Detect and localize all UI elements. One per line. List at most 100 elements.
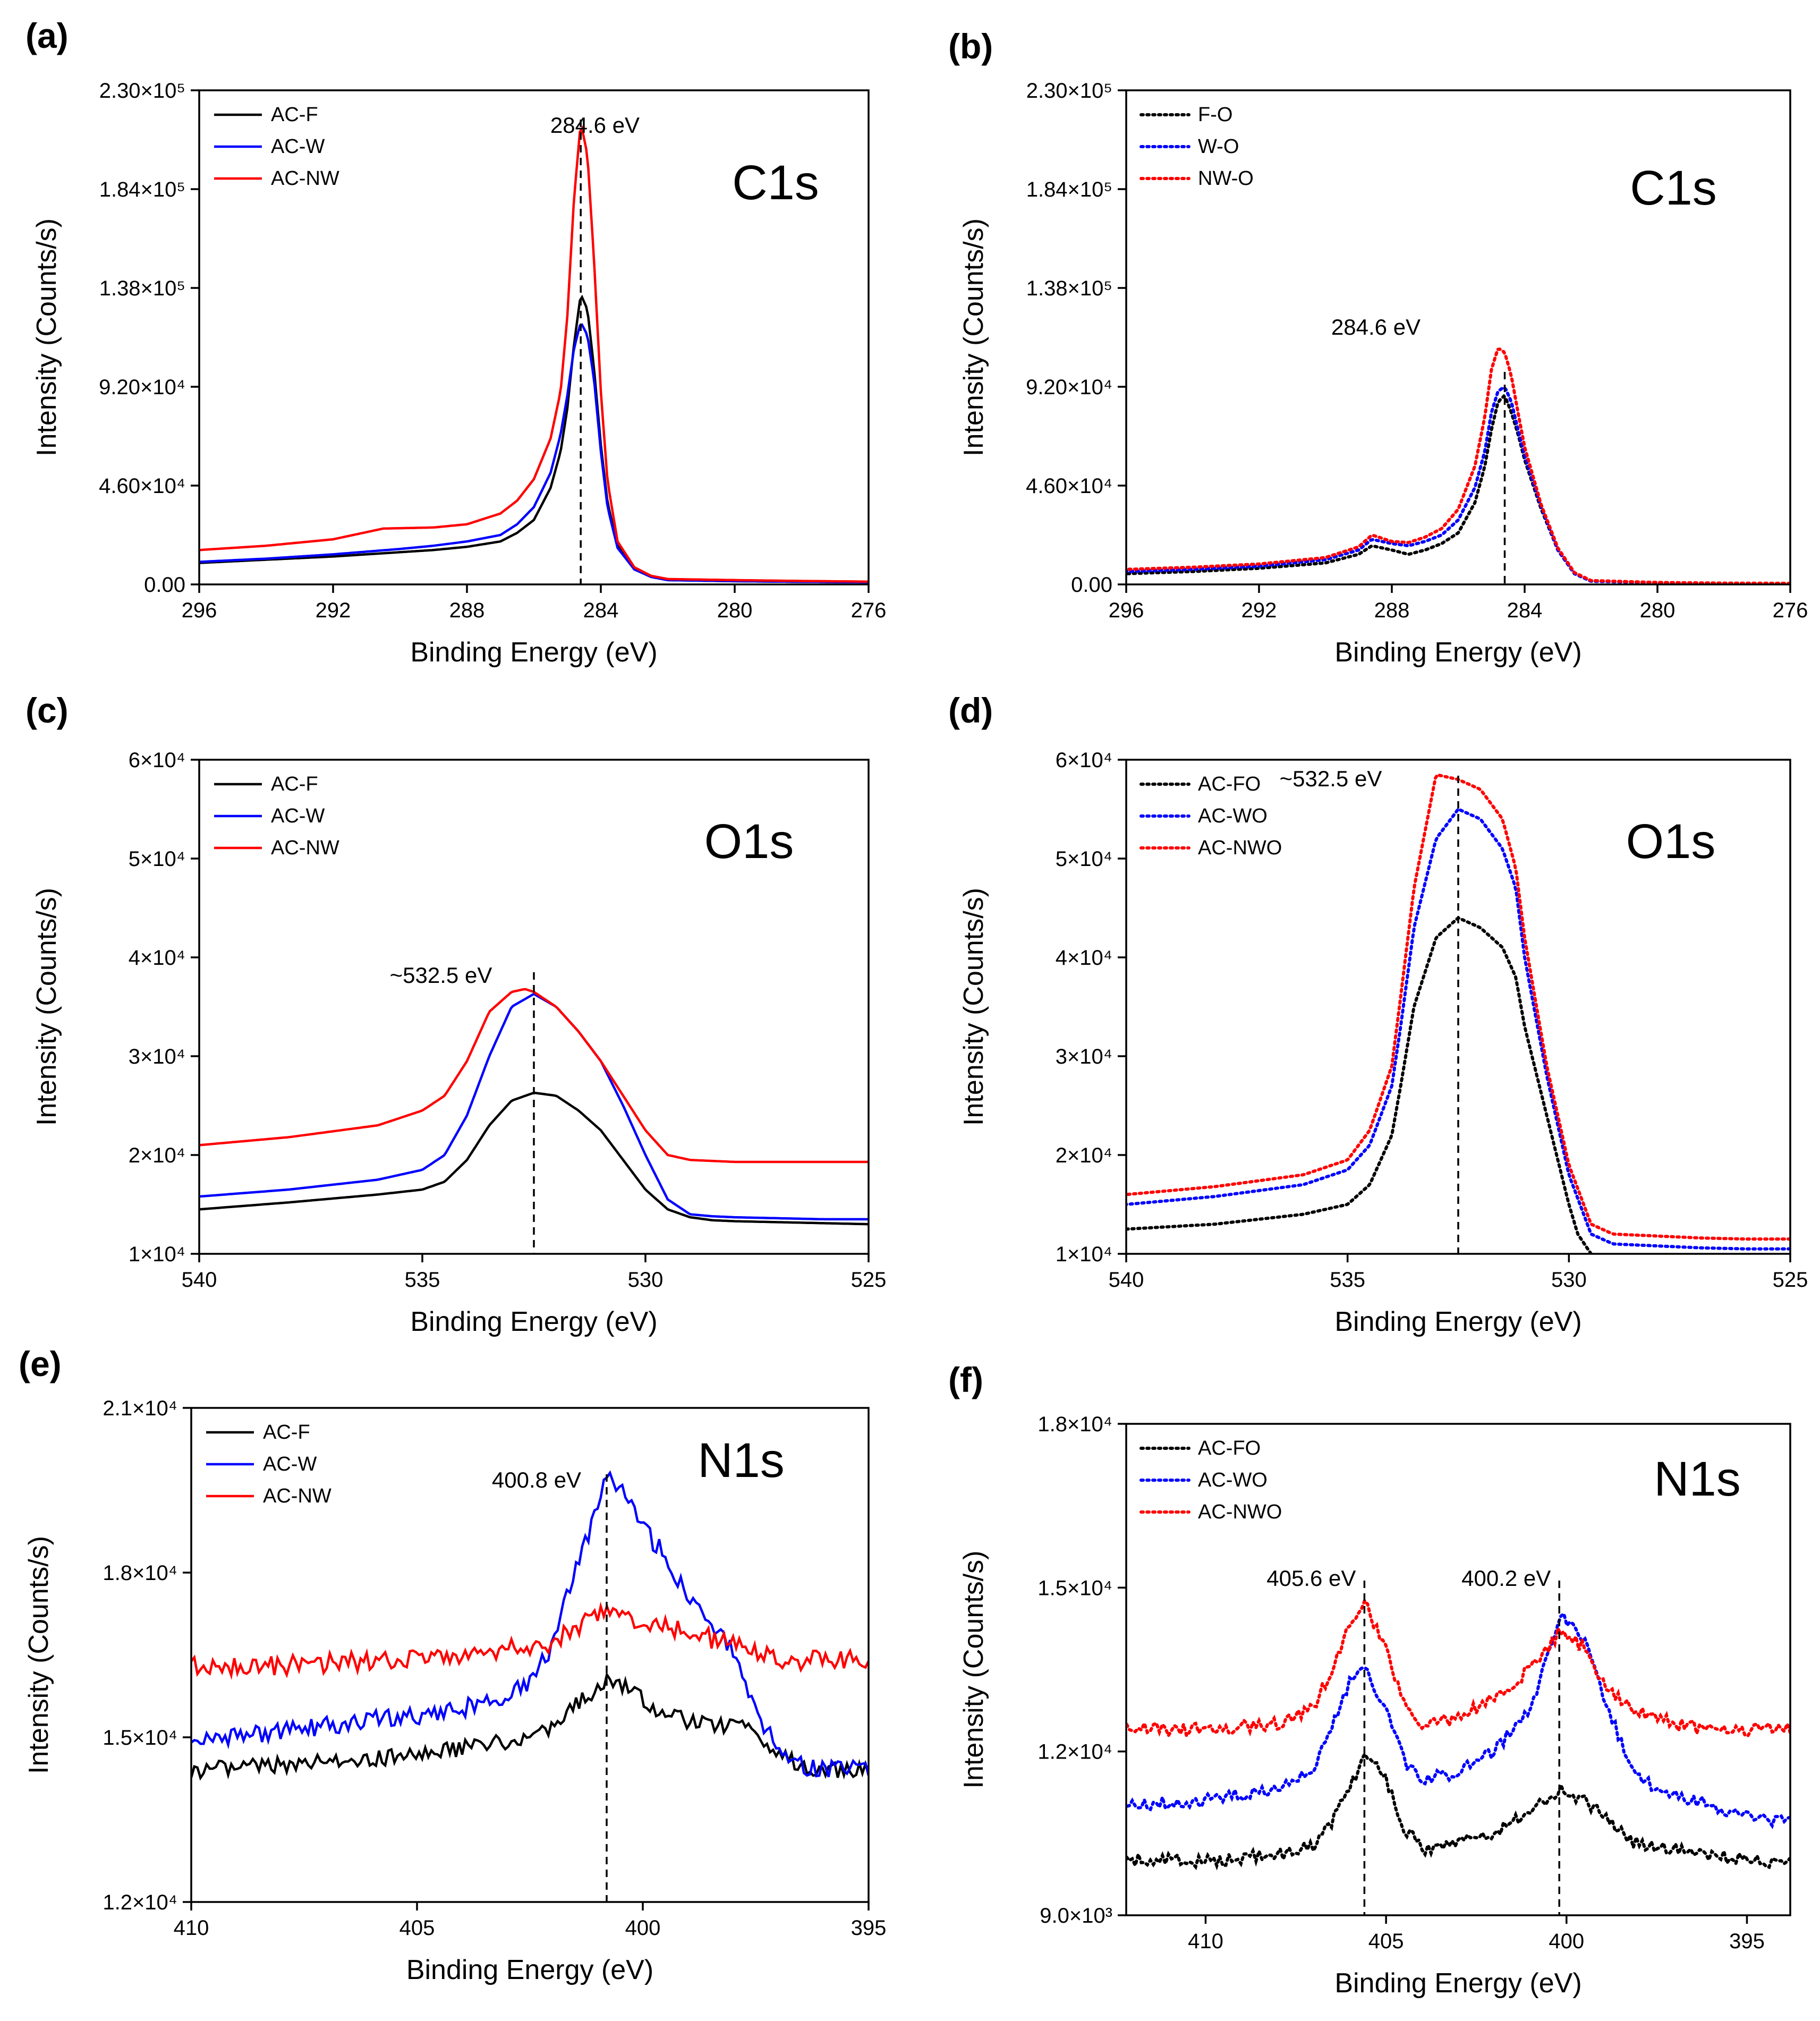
legend-label: AC-W: [271, 805, 325, 827]
panel-e: (e) 400.8 eV 410 405 400 395 1.2×10⁴ 1.5×10⁴ 1.8…: [19, 1344, 886, 1985]
y-tick-label: 1.8×10⁴: [103, 1561, 177, 1585]
y-tick-label: 4.60×10⁴: [99, 474, 185, 498]
x-tick-label: 296: [182, 599, 217, 622]
panel-c: (c) ~532.5 eV 540 535 530 525 1×10⁴ 2×10⁴ 3×10⁴ 4…: [25, 691, 886, 1337]
y-axis-label: Intensity (Counts/s): [958, 218, 989, 456]
legend-label: AC-F: [271, 773, 318, 795]
legend: F-O W-O NW-O: [1139, 104, 1254, 190]
x-axis-label: Binding Energy (eV): [406, 1955, 653, 1985]
peak-annotation: 400.2 eV: [1461, 1566, 1551, 1591]
y-tick-label: 1.84×10⁵: [99, 178, 185, 201]
y-tick-label: 9.20×10⁴: [1026, 376, 1112, 399]
plot-frame: [1125, 1423, 1791, 1916]
series-line-f-o: [1126, 394, 1790, 584]
peak-annotation: 405.6 eV: [1266, 1566, 1356, 1591]
x-tick-label: 525: [1773, 1268, 1808, 1292]
plot-frame: [1125, 89, 1791, 585]
legend-label: AC-WO: [1198, 1469, 1268, 1491]
x-tick-label: 276: [1773, 599, 1808, 622]
panel-label: (b): [948, 27, 993, 66]
y-tick-label: 1.38×10⁵: [99, 277, 185, 300]
core-level-title: C1s: [732, 156, 819, 210]
legend-label: AC-NW: [263, 1485, 331, 1507]
legend-label: AC-NWO: [1198, 1501, 1282, 1523]
y-tick-label: 1.84×10⁵: [1026, 178, 1112, 201]
x-tick-label: 288: [1374, 599, 1410, 622]
panel-a: (a) 284.6 eV 296 292 288 284 280 276 0.00 4.60×10…: [25, 16, 886, 668]
series-line-w-o: [1126, 385, 1790, 584]
x-tick-label: 535: [1330, 1268, 1365, 1292]
y-tick-label: 1.2×10⁴: [103, 1891, 177, 1914]
y-tick-label: 1.5×10⁴: [1037, 1576, 1112, 1600]
x-tick-label: 410: [1188, 1930, 1223, 1953]
y-tick-label: 9.0×10³: [1040, 1904, 1112, 1927]
x-axis-label: Binding Energy (eV): [1334, 1968, 1581, 1999]
y-tick-label: 1.5×10⁴: [103, 1726, 177, 1750]
core-level-title: O1s: [1626, 814, 1716, 869]
legend: AC-F AC-W AC-NW: [214, 104, 339, 190]
y-tick-label: 3×10⁴: [129, 1045, 185, 1068]
legend-label: AC-W: [271, 135, 325, 158]
y-tick-label: 3×10⁴: [1056, 1045, 1112, 1068]
x-axis-label: Binding Energy (eV): [410, 637, 657, 668]
y-tick-label: 6×10⁴: [129, 749, 185, 772]
series-line-nw-o: [1126, 347, 1790, 584]
series-line-ac-nw: [191, 1601, 869, 1680]
peak-annotation: ~532.5 eV: [390, 963, 492, 988]
peak-annotation: 284.6 eV: [550, 113, 640, 138]
x-tick-label: 292: [316, 599, 351, 622]
x-tick-label: 525: [851, 1268, 887, 1292]
legend: AC-F AC-W AC-NW: [214, 773, 339, 859]
plot-frame: [190, 1407, 870, 1903]
core-level-title: C1s: [1630, 161, 1717, 215]
y-tick-label: 5×10⁴: [1056, 847, 1112, 871]
series-line-ac-fo: [1126, 1751, 1790, 1871]
core-level-title: O1s: [704, 814, 794, 869]
series-line-ac-f: [199, 294, 869, 584]
y-tick-label: 2×10⁴: [1056, 1144, 1112, 1167]
y-tick-label: 0.00: [1071, 573, 1112, 597]
x-tick-label: 284: [1507, 599, 1543, 622]
x-tick-label: 540: [1109, 1268, 1144, 1292]
y-tick-label: 9.20×10⁴: [99, 376, 185, 399]
x-tick-label: 288: [449, 599, 485, 622]
x-tick-label: 276: [851, 599, 887, 622]
x-tick-label: 540: [182, 1268, 217, 1292]
panel-label: (a): [25, 16, 69, 55]
y-tick-label: 4.60×10⁴: [1026, 474, 1112, 498]
y-tick-label: 4×10⁴: [1056, 946, 1112, 970]
series-line-ac-wo: [1126, 807, 1790, 1251]
y-tick-label: 2.30×10⁵: [99, 79, 185, 103]
legend-label: AC-NW: [271, 837, 339, 859]
plot-frame: [1125, 759, 1791, 1255]
panel-b: (b) 284.6 eV 296 292 288 284 280 276 0.00 4.60×10…: [948, 27, 1808, 668]
y-axis-label: Intensity (Counts/s): [31, 218, 62, 456]
legend-label: AC-F: [271, 104, 318, 126]
y-tick-label: 1×10⁴: [1056, 1243, 1112, 1266]
legend: AC-FO AC-WO AC-NWO: [1139, 773, 1282, 859]
y-axis-label: Intensity (Counts/s): [31, 888, 62, 1126]
legend-label: AC-NW: [271, 167, 339, 190]
peak-annotation: 400.8 eV: [492, 1467, 581, 1492]
x-tick-label: 405: [1368, 1930, 1404, 1953]
x-tick-label: 292: [1241, 599, 1277, 622]
legend-label: NW-O: [1198, 167, 1254, 190]
y-tick-label: 2.30×10⁵: [1026, 79, 1112, 103]
legend-label: AC-WO: [1198, 805, 1268, 827]
series-line-ac-nwo: [1126, 1597, 1790, 1739]
x-axis-label: Binding Energy (eV): [1334, 1306, 1581, 1337]
y-tick-label: 1.2×10⁴: [1037, 1740, 1112, 1764]
legend-label: W-O: [1198, 135, 1239, 158]
y-axis-label: Intensity (Counts/s): [958, 888, 989, 1126]
y-tick-label: 2×10⁴: [129, 1144, 185, 1167]
y-tick-label: 0.00: [144, 573, 185, 597]
x-tick-label: 280: [1640, 599, 1676, 622]
x-tick-label: 400: [625, 1916, 661, 1940]
x-tick-label: 284: [583, 599, 619, 622]
legend-label: AC-FO: [1198, 1437, 1261, 1459]
series-line-ac-nw: [199, 125, 869, 583]
y-tick-label: 1.8×10⁴: [1037, 1413, 1112, 1436]
legend-label: AC-FO: [1198, 773, 1261, 795]
x-tick-label: 296: [1109, 599, 1144, 622]
